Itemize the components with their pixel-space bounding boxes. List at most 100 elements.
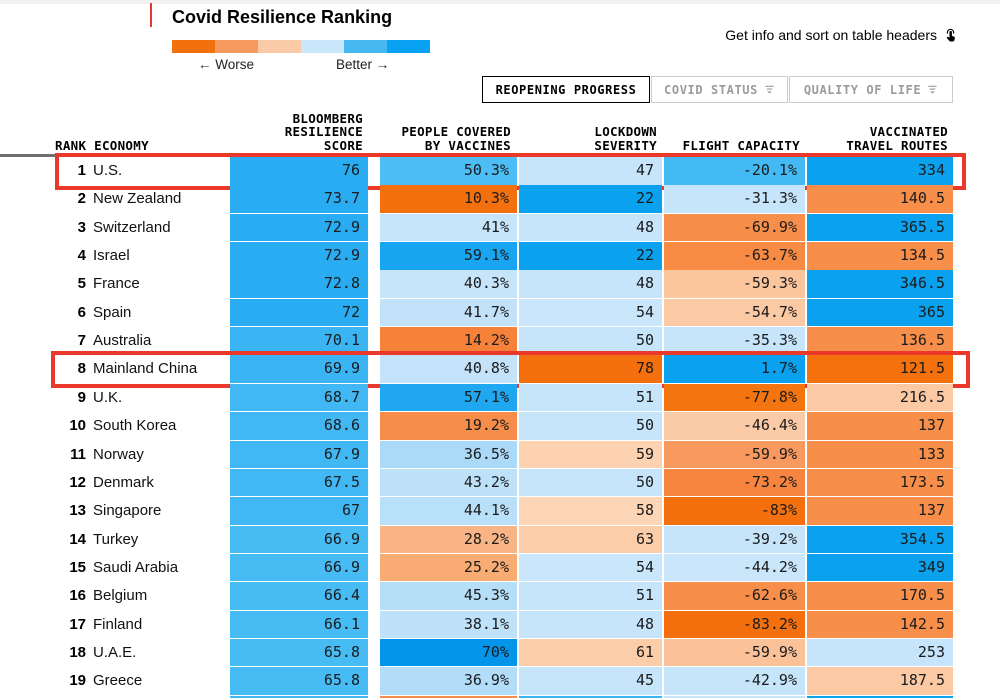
header-resilience-score[interactable]: BLOOMBERG RESILIENCE SCORE (284, 110, 363, 153)
table-row: 5 France 72.8 40.3% 48 -59.3% 346.5 (0, 270, 1000, 298)
lockdown-cell: 22 (519, 242, 662, 270)
rank-cell: 1 (77, 162, 86, 179)
vaccines-cell: 41% (380, 213, 517, 242)
flight-cell: -83% (664, 497, 805, 525)
table-row: 9 U.K. 68.7 57.1% 51 -77.8% 216.5 (0, 383, 1000, 412)
score-cell: 67.5 (230, 468, 368, 497)
table-row: 8 Mainland China 69.9 40.8% 78 1.7% 121.… (0, 355, 1000, 383)
flight-cell: -73.2% (664, 468, 805, 497)
vaccines-cell: 36.9% (380, 667, 517, 695)
routes-cell: 136.5 (807, 327, 953, 355)
score-cell: 68.6 (230, 412, 368, 440)
rank-cell: 10 (69, 417, 86, 435)
rank-cell: 16 (69, 587, 86, 605)
routes-cell: 354.5 (807, 525, 953, 554)
rank-cell: 17 (69, 615, 86, 633)
tab-label: REOPENING PROGRESS (495, 82, 637, 97)
vaccines-cell: 38.1% (380, 610, 517, 639)
header-flight-capacity[interactable]: FLIGHT CAPACITY (682, 137, 800, 153)
score-cell: 69.9 (230, 355, 368, 383)
vaccines-cell: 41.7% (380, 298, 517, 327)
rank-cell: 4 (77, 247, 86, 265)
flight-cell: -44.2% (664, 553, 805, 582)
axis-tick-dash (0, 154, 57, 157)
rank-cell: 14 (69, 530, 86, 548)
vaccines-cell: 40.3% (380, 270, 517, 298)
score-cell: 65.8 (230, 667, 368, 695)
economy-cell: Spain (93, 303, 132, 321)
vaccines-cell: 44.1% (380, 497, 517, 525)
vaccines-cell: 59.1% (380, 242, 517, 270)
flight-cell: -42.9% (664, 667, 805, 695)
header-lockdown-severity[interactable]: LOCKDOWN SEVERITY (594, 124, 657, 153)
table-row: 19 Greece 65.8 36.9% 45 -42.9% 187.5 (0, 667, 1000, 695)
tab-covid-status[interactable]: COVID STATUS (651, 76, 788, 103)
sort-hint-text: Get info and sort on table headers (725, 27, 937, 43)
score-cell: 70.1 (230, 327, 368, 355)
table-row: 15 Saudi Arabia 66.9 25.2% 54 -44.2% 349 (0, 553, 1000, 582)
economy-cell: Singapore (93, 502, 162, 520)
sort-hint: Get info and sort on table headers (725, 27, 958, 43)
lockdown-cell: 61 (519, 638, 662, 667)
table-row: 16 Belgium 66.4 45.3% 51 -62.6% 170.5 (0, 582, 1000, 610)
header-rank-economy[interactable]: RANK ECONOMY (55, 137, 149, 153)
table-row: 14 Turkey 66.9 28.2% 63 -39.2% 354.5 (0, 525, 1000, 554)
lockdown-cell: 48 (519, 610, 662, 639)
rank-cell: 5 (77, 275, 86, 293)
flight-cell: -59.9% (664, 638, 805, 667)
rank-cell: 18 (69, 643, 86, 661)
partial-row-cell (664, 696, 805, 698)
lockdown-cell: 50 (519, 468, 662, 497)
lockdown-cell: 50 (519, 327, 662, 355)
tab-label: COVID STATUS (664, 82, 758, 97)
score-cell: 66.9 (230, 525, 368, 554)
lockdown-cell: 51 (519, 383, 662, 412)
header-people-covered[interactable]: PEOPLE COVERED BY VACCINES (401, 124, 511, 153)
rank-cell: 6 (77, 303, 86, 321)
legend-color-chip (387, 40, 430, 53)
lockdown-cell: 48 (519, 270, 662, 298)
flight-cell: -59.9% (664, 440, 805, 468)
partial-row-cell (519, 696, 662, 698)
routes-cell: 121.5 (807, 355, 953, 383)
flight-cell: -77.8% (664, 383, 805, 412)
routes-cell: 137 (807, 497, 953, 525)
table-row: 12 Denmark 67.5 43.2% 50 -73.2% 173.5 (0, 468, 1000, 497)
table-row: 7 Australia 70.1 14.2% 50 -35.3% 136.5 (0, 327, 1000, 355)
table-row: 18 U.A.E. 65.8 70% 61 -59.9% 253 (0, 638, 1000, 667)
score-cell: 66.9 (230, 553, 368, 582)
score-cell: 67.9 (230, 440, 368, 468)
flight-cell: -59.3% (664, 270, 805, 298)
legend-color-chip (215, 40, 258, 53)
vaccines-cell: 43.2% (380, 468, 517, 497)
economy-cell: Switzerland (93, 218, 171, 236)
legend-better-label: Better → (336, 57, 390, 72)
lockdown-cell: 47 (519, 157, 662, 185)
vaccines-cell: 10.3% (380, 185, 517, 213)
filter-icon (928, 85, 937, 94)
table-row: 13 Singapore 67 44.1% 58 -83% 137 (0, 497, 1000, 525)
flight-cell: -35.3% (664, 327, 805, 355)
score-cell: 67 (230, 497, 368, 525)
partial-row-cell (230, 696, 368, 698)
lockdown-cell: 48 (519, 213, 662, 242)
flight-cell: -46.4% (664, 412, 805, 440)
lockdown-cell: 63 (519, 525, 662, 554)
lockdown-cell: 59 (519, 440, 662, 468)
economy-cell: Norway (93, 445, 144, 463)
flight-cell: -69.9% (664, 213, 805, 242)
score-cell: 72.8 (230, 270, 368, 298)
economy-cell: U.K. (93, 388, 123, 406)
tab-quality-of-life[interactable]: QUALITY OF LIFE (789, 76, 953, 103)
rank-cell: 15 (69, 558, 86, 576)
rank-cell: 9 (77, 388, 86, 406)
flight-cell: 1.7% (664, 355, 805, 383)
economy-cell: Turkey (93, 530, 139, 548)
flight-cell: -62.6% (664, 582, 805, 610)
score-cell: 65.8 (230, 638, 368, 667)
routes-cell: 133 (807, 440, 953, 468)
tab-reopening-progress[interactable]: REOPENING PROGRESS (482, 76, 650, 103)
economy-cell: Israel (93, 247, 130, 265)
header-travel-routes[interactable]: VACCINATED TRAVEL ROUTES (846, 124, 948, 153)
